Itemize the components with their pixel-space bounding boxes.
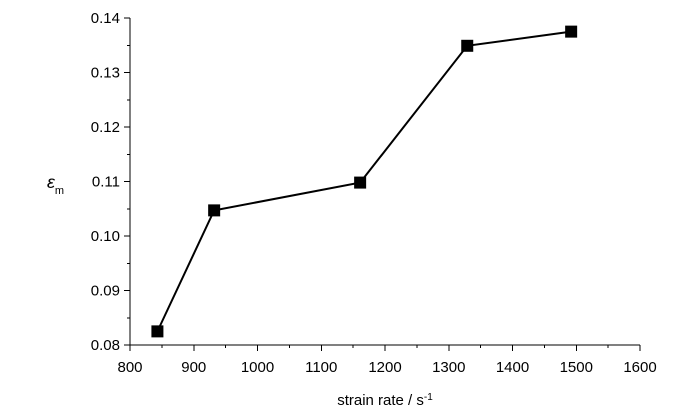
y-tick-labels: 0.08 0.09 0.10 0.11 0.12 0.13 0.14 xyxy=(91,10,120,354)
axes xyxy=(129,18,640,346)
data-point-1 xyxy=(151,325,164,338)
x-tick-label-800: 800 xyxy=(117,359,142,376)
y-axis-label-subscript: m xyxy=(55,185,64,197)
y-axis-label: εm xyxy=(47,172,64,197)
data-point-3 xyxy=(354,176,367,189)
data-point-2 xyxy=(208,204,221,217)
x-tick-label-1100: 1100 xyxy=(305,359,337,376)
x-tick-label-1300: 1300 xyxy=(432,359,465,376)
x-tick-label-900: 900 xyxy=(181,359,206,376)
data-point-5 xyxy=(565,25,578,38)
y-tick-label-0.09: 0.09 xyxy=(91,283,120,300)
x-axis-label: strain rate / s-1 xyxy=(337,392,433,410)
y-tick-label-0.12: 0.12 xyxy=(91,119,120,136)
x-tick-label-1200: 1200 xyxy=(368,359,401,376)
plot-area xyxy=(151,25,578,338)
y-tick-label-0.13: 0.13 xyxy=(91,65,120,82)
series-points xyxy=(151,25,578,338)
y-axis-label-symbol: ε xyxy=(47,172,56,192)
x-ticks xyxy=(129,345,641,351)
y-ticks xyxy=(124,17,130,346)
x-tick-labels: 800 900 1000 1100 1200 1300 1400 1500 1600 xyxy=(117,359,656,376)
x-tick-label-1000: 1000 xyxy=(241,359,274,376)
y-tick-label-0.11: 0.11 xyxy=(92,174,120,191)
x-axis-label-exponent: -1 xyxy=(424,392,433,403)
x-tick-label-1600: 1600 xyxy=(623,359,656,376)
y-tick-label-0.10: 0.10 xyxy=(91,228,120,245)
data-point-4 xyxy=(461,39,474,52)
y-tick-label-0.14: 0.14 xyxy=(91,10,120,27)
x-tick-label-1400: 1400 xyxy=(496,359,529,376)
x-tick-label-1500: 1500 xyxy=(560,359,593,376)
y-tick-label-0.08: 0.08 xyxy=(91,337,120,354)
x-axis-label-text: strain rate / s xyxy=(337,392,424,409)
